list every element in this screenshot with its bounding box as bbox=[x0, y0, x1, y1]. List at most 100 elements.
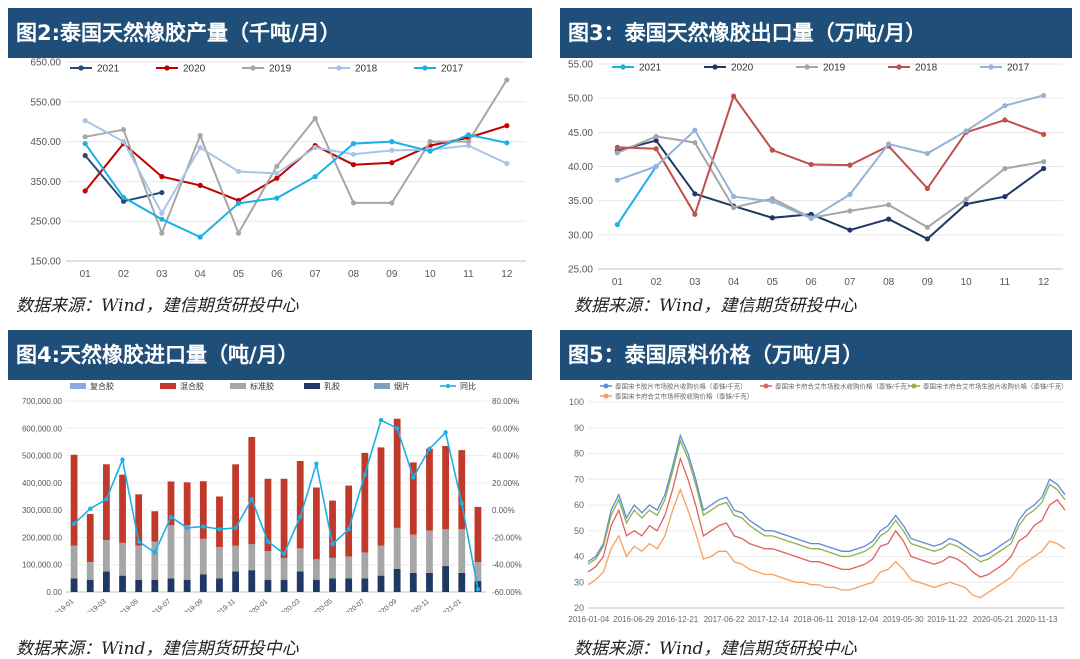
data-point-2021 bbox=[120, 198, 127, 204]
yoy-point bbox=[136, 539, 141, 544]
bar-segment-mixed bbox=[377, 447, 385, 546]
bar-segment-standard bbox=[264, 551, 272, 580]
data-point-2017 bbox=[614, 177, 620, 183]
bar-segment-mixed bbox=[361, 452, 369, 553]
data-point-2017 bbox=[389, 139, 395, 145]
bar-segment-mixed bbox=[393, 418, 401, 528]
x-tick-label: 04 bbox=[728, 277, 740, 288]
bar-segment-standard bbox=[248, 544, 256, 571]
bar-segment-latex bbox=[312, 579, 320, 592]
bar-segment-standard bbox=[296, 548, 304, 572]
x-tick-label: 05 bbox=[233, 269, 245, 280]
data-point-2018 bbox=[159, 210, 165, 216]
bar-segment-standard bbox=[135, 545, 143, 580]
x-tick-label: 2016-12-21 bbox=[657, 615, 698, 624]
y-left-tick-label: 200,000.00 bbox=[22, 533, 63, 542]
y-tick-label: 35.00 bbox=[568, 196, 593, 207]
bar-segment-latex bbox=[167, 578, 175, 592]
yoy-point bbox=[201, 524, 206, 529]
data-point-2018 bbox=[614, 144, 620, 150]
series-line-2021 bbox=[616, 165, 657, 226]
legend-marker bbox=[896, 64, 902, 70]
data-point-2019 bbox=[427, 139, 433, 145]
legend-marker bbox=[422, 65, 428, 71]
yoy-point bbox=[265, 539, 271, 544]
legend-label: 2020 bbox=[183, 64, 206, 75]
data-point-2018 bbox=[1041, 131, 1047, 137]
series-line-2019 bbox=[617, 135, 1044, 229]
x-tick-label: 2019-05 bbox=[116, 598, 140, 612]
legend-label: 泰国宋卡府合艾市场生胶片收购价格（泰铢/千克） bbox=[923, 382, 1068, 391]
legend-marker bbox=[78, 65, 84, 71]
bar-segment-mixed bbox=[312, 487, 320, 560]
bar-segment-latex bbox=[232, 571, 240, 592]
data-point-2020 bbox=[963, 201, 969, 207]
data-point-2017 bbox=[120, 194, 127, 200]
y-tick-label: 70 bbox=[574, 474, 584, 484]
data-point-2019 bbox=[350, 200, 357, 206]
bar-segment-standard bbox=[361, 552, 369, 579]
x-tick-label: 2019-01 bbox=[51, 598, 75, 612]
legend-label: 复合胶 bbox=[90, 381, 114, 391]
bar-segment-standard bbox=[232, 545, 240, 572]
fig2-title-bar: 图2:泰国天然橡胶产量（千吨/月） bbox=[8, 8, 532, 58]
bar-segment-standard bbox=[329, 557, 336, 579]
bar-segment-mixed bbox=[102, 464, 110, 541]
bar-segment-mixed bbox=[296, 461, 304, 549]
bar-segment-latex bbox=[102, 571, 110, 592]
y-tick-label: 45.00 bbox=[568, 128, 593, 139]
data-point-2021 bbox=[82, 152, 88, 159]
bar-segment-mixed bbox=[232, 464, 240, 546]
bar-segment-mixed bbox=[329, 500, 336, 558]
fig4-source: 数据来源：Wind，建信期货研投中心 bbox=[16, 639, 299, 659]
data-point-2019 bbox=[1041, 159, 1047, 165]
data-point-2020 bbox=[924, 236, 930, 242]
data-point-2017 bbox=[197, 234, 203, 240]
x-tick-label: 2018-06-11 bbox=[794, 615, 835, 624]
data-point-2020 bbox=[1002, 193, 1008, 200]
legend-label: 烟片 bbox=[394, 381, 410, 391]
data-point-2020 bbox=[197, 182, 203, 188]
data-point-2019 bbox=[692, 139, 698, 146]
data-point-2020 bbox=[389, 160, 395, 166]
series-line-2020 bbox=[84, 124, 508, 202]
y-right-tick-label: -40.00% bbox=[492, 561, 522, 570]
x-tick-label: 05 bbox=[767, 277, 779, 288]
data-point-2017 bbox=[350, 140, 357, 147]
bar-segment-mixed bbox=[458, 450, 466, 530]
y-tick-label: 150.00 bbox=[30, 257, 61, 268]
x-tick-label: 2016-06-29 bbox=[613, 615, 654, 624]
legend-marker bbox=[712, 64, 718, 70]
bar-segment-standard bbox=[312, 559, 320, 580]
x-tick-label: 03 bbox=[689, 277, 701, 288]
yoy-point bbox=[330, 542, 335, 547]
legend-label: 2017 bbox=[441, 64, 464, 75]
bar-segment-mixed bbox=[70, 454, 78, 546]
data-point-2020 bbox=[653, 137, 659, 144]
y-left-tick-label: 100,000.00 bbox=[22, 561, 63, 570]
data-point-2018 bbox=[350, 151, 357, 157]
y-tick-label: 20 bbox=[574, 603, 584, 613]
fig2-chart: 150.00 250.00 350.00 450.00 550.00 650.00 01 02… bbox=[30, 58, 526, 280]
data-point-2017 bbox=[312, 174, 318, 180]
data-point-2019 bbox=[653, 133, 659, 140]
y-left-tick-label: 700,000.00 bbox=[22, 397, 63, 406]
data-point-2018 bbox=[120, 139, 127, 145]
bar-segment-standard bbox=[409, 534, 417, 573]
data-point-2020 bbox=[274, 175, 280, 181]
bar-segment-latex bbox=[426, 572, 433, 592]
yoy-point bbox=[298, 514, 303, 520]
series-line-2017 bbox=[84, 133, 508, 239]
y-tick-label: 30.00 bbox=[568, 230, 593, 241]
series-line-2017 bbox=[617, 94, 1044, 220]
bar-segment-mixed bbox=[216, 496, 223, 547]
y-tick-label: 25.00 bbox=[568, 265, 593, 276]
bar-segment-latex bbox=[264, 579, 272, 592]
bar-segment-mixed bbox=[442, 446, 450, 530]
bar-segment-mixed bbox=[474, 506, 482, 562]
legend-label: 2021 bbox=[639, 63, 662, 74]
y-tick-label: 90 bbox=[574, 423, 584, 433]
bar-segment-latex bbox=[86, 579, 94, 592]
legend-label: 同比 bbox=[460, 381, 476, 391]
series-line-2019 bbox=[85, 79, 508, 236]
